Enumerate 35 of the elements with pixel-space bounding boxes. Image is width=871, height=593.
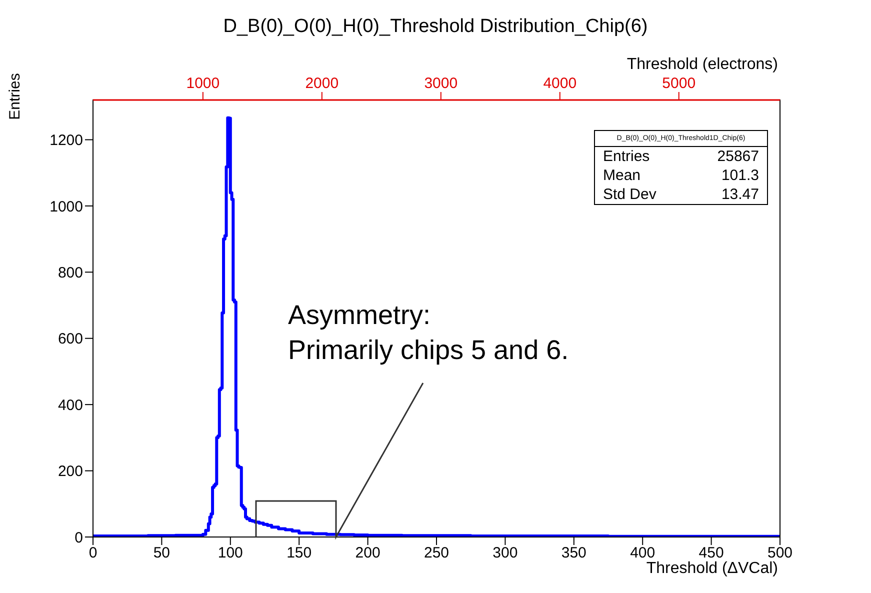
- annotation: 101.3: [721, 167, 759, 184]
- y-tick-label: 1200: [50, 132, 83, 150]
- x2-axis-title: Threshold (electrons): [626, 56, 778, 74]
- x-tick-label: 250: [424, 544, 450, 562]
- x-tick-label: 300: [492, 544, 518, 562]
- annotation: Mean: [603, 167, 641, 184]
- x-tick-label: 100: [218, 544, 243, 562]
- x-tick-label: 450: [698, 544, 724, 562]
- x-tick-label: 500: [767, 544, 793, 562]
- annotation: 13.47: [721, 186, 759, 203]
- y-tick-label: 0: [74, 529, 83, 546]
- annotation: 25867: [717, 148, 759, 165]
- x-axis-title: Threshold (ΔVCal): [646, 560, 778, 578]
- x2-tick-label: 5000: [662, 75, 696, 92]
- x2-tick-label: 1000: [186, 75, 220, 92]
- x-tick-label: 400: [630, 544, 656, 562]
- y-tick-label: 800: [58, 264, 83, 282]
- y-tick-label: 200: [58, 463, 83, 480]
- x2-tick-label: 2000: [305, 75, 339, 92]
- annotation: Entries: [603, 148, 650, 165]
- y-tick-label: 400: [58, 396, 83, 414]
- x2-tick-label: 4000: [543, 75, 577, 92]
- x2-tick-label: 3000: [424, 75, 458, 92]
- x-tick-label: 50: [153, 544, 170, 562]
- annotation: Primarily chips 5 and 6.: [288, 335, 569, 365]
- y-axis-title: Entries: [6, 72, 24, 122]
- x-tick-label: 0: [88, 544, 98, 562]
- annotation: Std Dev: [603, 186, 656, 203]
- chart-title: D_B(0)_O(0)_H(0)_Threshold Distribution_Chip(6): [222, 16, 649, 38]
- y-tick-label: 1000: [50, 198, 83, 216]
- y-tick-label: 600: [58, 330, 83, 348]
- annotation: Asymmetry:: [288, 300, 431, 330]
- x-tick-label: 150: [286, 544, 312, 562]
- x-tick-label: 200: [355, 544, 380, 562]
- x-tick-label: 350: [561, 544, 586, 562]
